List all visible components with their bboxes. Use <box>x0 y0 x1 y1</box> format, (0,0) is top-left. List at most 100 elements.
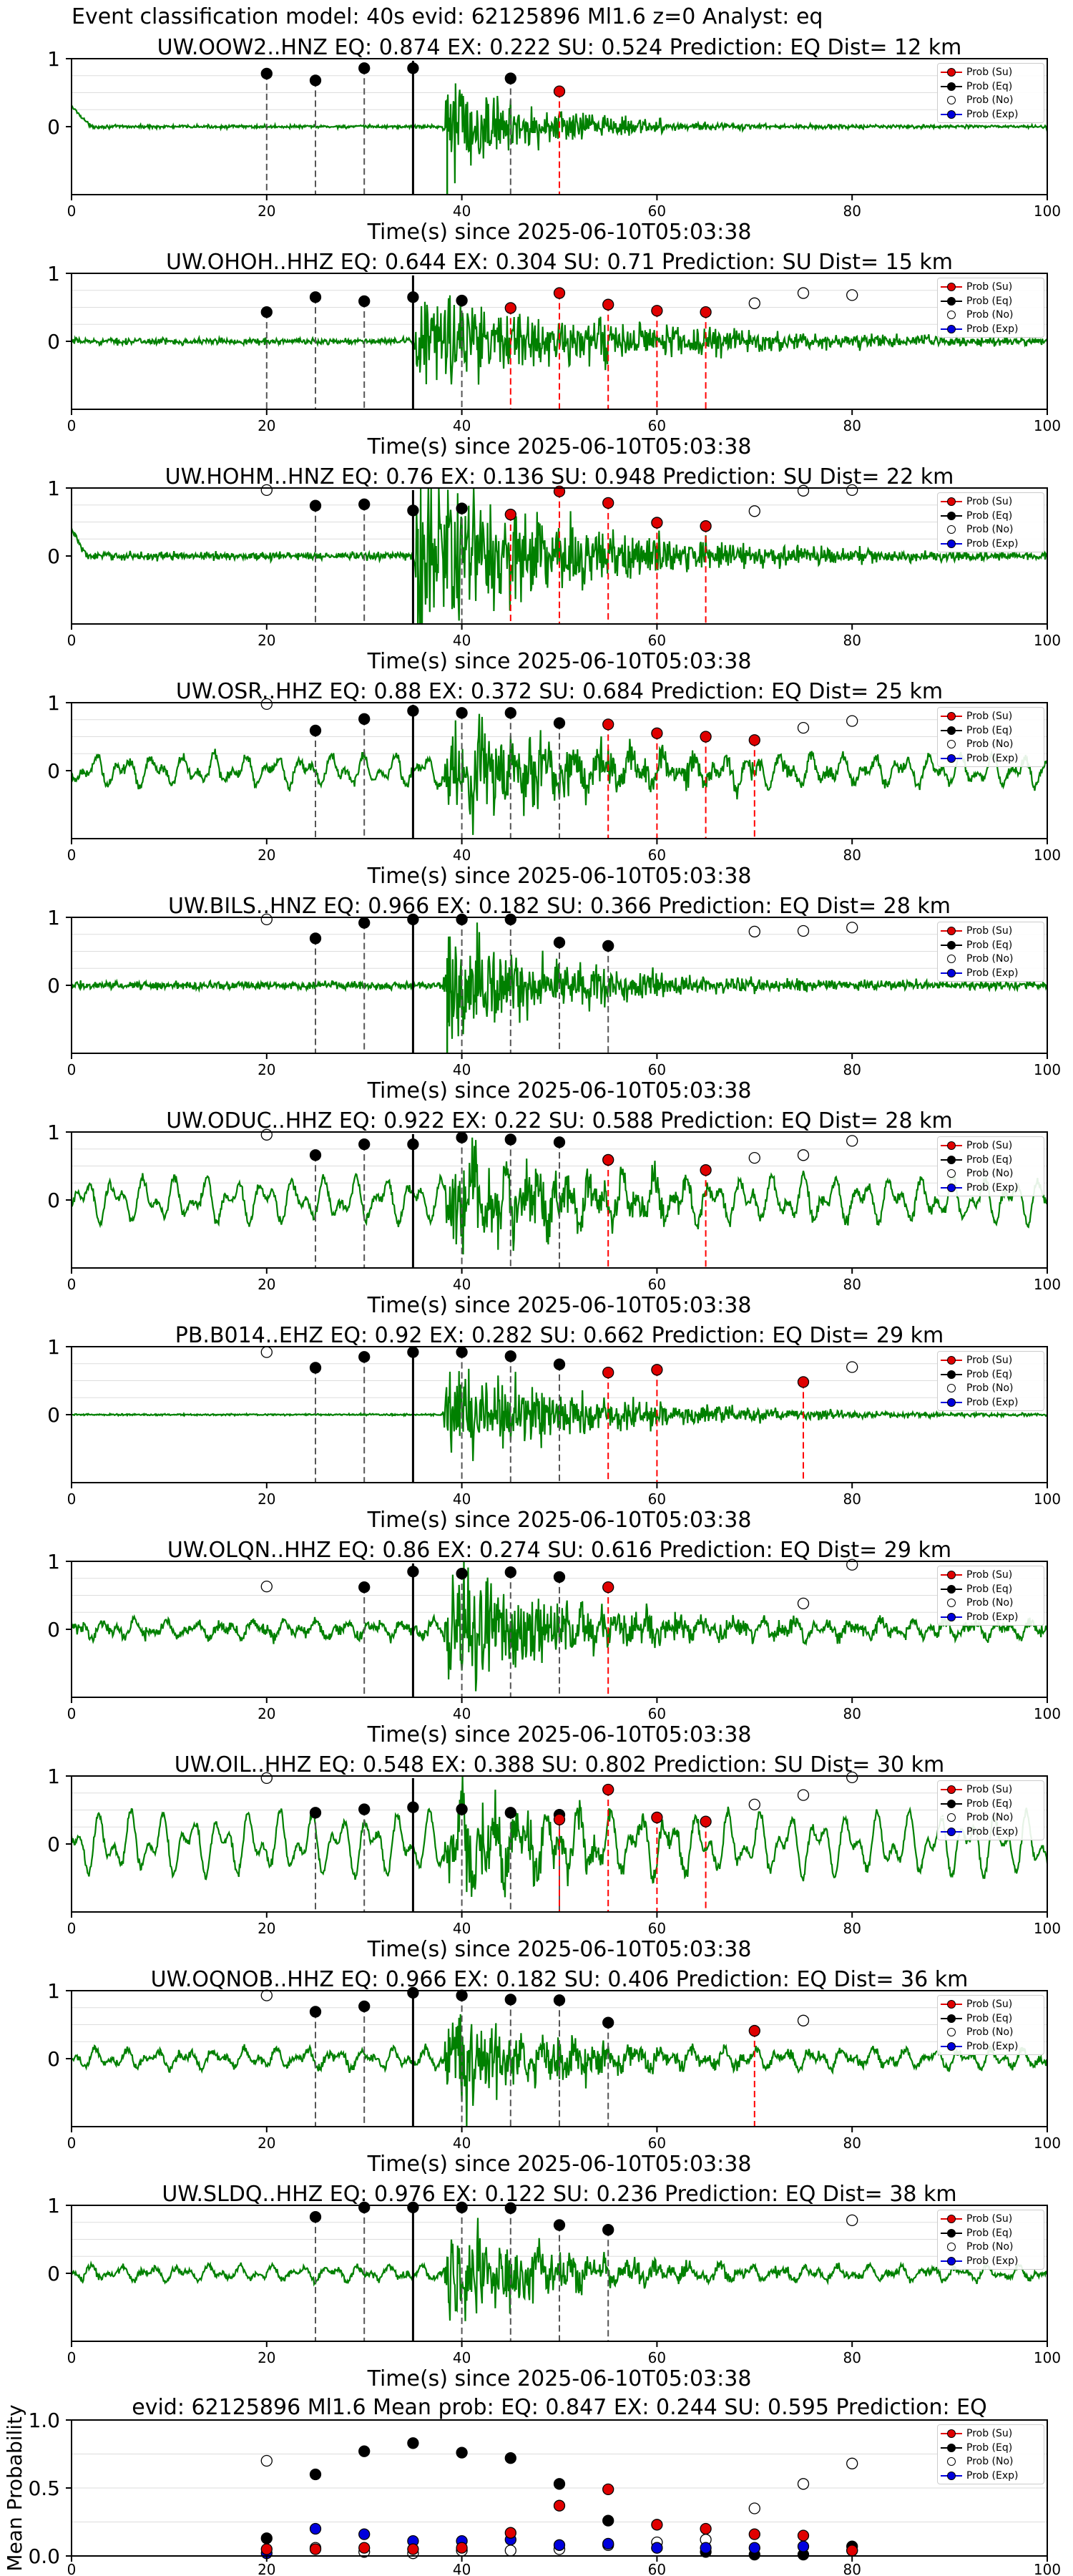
prob-eq-point <box>358 2201 371 2214</box>
legend-label: Prob (Exp) <box>966 323 1019 335</box>
legend-entry: Prob (Exp) <box>941 2469 1019 2482</box>
legend-dot <box>947 1799 956 1808</box>
x-tick-label: 80 <box>843 1705 861 1722</box>
legend-dot <box>947 1785 956 1794</box>
legend-entry: Prob (Exp) <box>941 1611 1019 1624</box>
legend-entry: Prob (Su) <box>941 1998 1012 2011</box>
panel-title: UW.HOHM..HNZ EQ: 0.76 EX: 0.136 SU: 0.94… <box>165 464 954 489</box>
prob-su-point <box>651 1811 663 1824</box>
x-axis-label: Time(s) since 2025-06-10T05:03:38 <box>367 2366 752 2391</box>
legend-label: Prob (Eq) <box>966 80 1013 92</box>
panel-title: UW.OLQN..HHZ EQ: 0.86 EX: 0.274 SU: 0.61… <box>167 1538 951 1563</box>
mean-prob-exp-point <box>358 2528 371 2540</box>
prob-eq-point <box>260 67 273 80</box>
prob-eq-point <box>407 1138 419 1151</box>
panel-title: UW.ODUC..HHZ EQ: 0.922 EX: 0.22 SU: 0.58… <box>166 1108 952 1133</box>
prob-eq-point <box>504 1133 516 1146</box>
legend-entry: Prob (Su) <box>941 1568 1012 1581</box>
x-axis-label: Time(s) since 2025-06-10T05:03:38 <box>367 1293 752 1318</box>
legend-dot <box>947 2429 956 2438</box>
legend-dot <box>947 940 956 950</box>
y-tick-label: 0.5 <box>28 2477 60 2500</box>
x-tick-label: 20 <box>258 203 275 220</box>
prob-eq-point <box>553 717 566 729</box>
legend-dot <box>947 2443 956 2452</box>
legend-entry: Prob (Eq) <box>941 724 1012 737</box>
x-tick-label: 0 <box>67 2349 77 2366</box>
legend-label: Prob (No) <box>966 953 1014 965</box>
legend-entry: Prob (Su) <box>941 710 1012 723</box>
y-tick-label: 0 <box>47 759 60 783</box>
legend-entry: Prob (Su) <box>941 1139 1012 1152</box>
x-tick-label: 100 <box>1034 2135 1061 2152</box>
legend-marker <box>941 1568 962 1581</box>
prob-no-point <box>846 484 858 496</box>
legend-marker <box>941 295 962 308</box>
panel-title: UW.SLDQ..HHZ EQ: 0.976 EX: 0.122 SU: 0.2… <box>162 2182 956 2207</box>
legend-marker <box>941 1382 962 1395</box>
prob-eq-point <box>553 1571 566 1584</box>
y-tick-label: 1 <box>47 47 60 71</box>
prob-su-point <box>748 734 760 746</box>
y-tick-label: 1 <box>47 477 60 500</box>
legend-marker <box>941 108 962 121</box>
legend-entry: Prob (No) <box>941 1167 1014 1180</box>
y-tick-label: 0 <box>47 1403 60 1427</box>
legend-dot <box>947 2471 956 2480</box>
legend-entry: Prob (No) <box>941 308 1014 321</box>
legend-dot <box>947 2014 956 2023</box>
prob-no-point <box>797 484 810 497</box>
legend-label: Prob (Exp) <box>966 1181 1019 1194</box>
legend-label: Prob (Exp) <box>966 1825 1019 1838</box>
legend-entry: Prob (Eq) <box>941 80 1012 93</box>
prob-su-point <box>797 1376 810 1388</box>
panel-title: PB.B014..EHZ EQ: 0.92 EX: 0.282 SU: 0.66… <box>175 1323 944 1348</box>
legend-marker <box>941 323 962 336</box>
mean-prob-su-point <box>846 2545 858 2557</box>
prob-su-point <box>553 85 566 97</box>
legend-label: Prob (Exp) <box>966 2040 1019 2052</box>
prob-su-point <box>700 306 712 318</box>
prob-eq-point <box>358 1138 371 1151</box>
x-axis-label: Time(s) since 2025-06-10T05:03:38 <box>367 649 752 674</box>
panel-title: UW.OHOH..HHZ EQ: 0.644 EX: 0.304 SU: 0.7… <box>166 250 953 275</box>
mean-prob-eq-point <box>504 2452 516 2464</box>
x-tick-label: 20 <box>258 1705 275 1722</box>
prob-eq-point <box>309 499 322 512</box>
legend-dot <box>947 82 956 91</box>
prob-eq-point <box>358 1803 371 1815</box>
legend-label: Prob (No) <box>966 309 1014 321</box>
legend-dot <box>947 726 956 735</box>
y-tick-label: 0 <box>47 1618 60 1641</box>
legend-label: Prob (Eq) <box>966 2012 1013 2024</box>
legend-marker <box>941 495 962 508</box>
prob-eq-point <box>407 291 419 303</box>
prob-eq-point <box>407 1986 419 1999</box>
legend-label: Prob (Eq) <box>966 1153 1013 1166</box>
legend-entry: Prob (Eq) <box>941 1583 1012 1596</box>
x-tick-label: 60 <box>648 1491 666 1508</box>
legend: Prob (Su) Prob (Eq) Prob (No) Prob (Exp) <box>937 1566 1044 1626</box>
mean-prob-su-point <box>504 2527 516 2539</box>
x-tick-label: 100 <box>1034 417 1061 434</box>
figure-suptitle: Event classification model: 40s evid: 62… <box>72 4 823 29</box>
legend-entry: Prob (Eq) <box>941 2227 1012 2240</box>
prob-su-point <box>700 731 712 743</box>
x-tick-label: 0 <box>67 1276 77 1293</box>
legend-dot <box>947 1813 956 1822</box>
mean-prob-su-point <box>309 2543 322 2555</box>
legend-marker <box>941 2212 962 2225</box>
summary-title: evid: 62125896 Ml1.6 Mean prob: EQ: 0.84… <box>132 2395 986 2420</box>
legend-dot <box>947 324 956 333</box>
legend-dot <box>947 2228 956 2238</box>
legend-marker <box>941 2227 962 2240</box>
legend-entry: Prob (No) <box>941 2455 1014 2468</box>
x-tick-label: 100 <box>1034 2561 1061 2576</box>
prob-su-point <box>700 1164 712 1176</box>
legend: Prob (Su) Prob (Eq) Prob (No) Prob (Exp) <box>937 1351 1044 1411</box>
legend-entry: Prob (Eq) <box>941 295 1012 308</box>
y-tick-label: 0 <box>47 545 60 568</box>
prob-eq-point <box>309 724 322 737</box>
x-tick-label: 40 <box>453 847 471 864</box>
prob-eq-point <box>553 937 566 949</box>
